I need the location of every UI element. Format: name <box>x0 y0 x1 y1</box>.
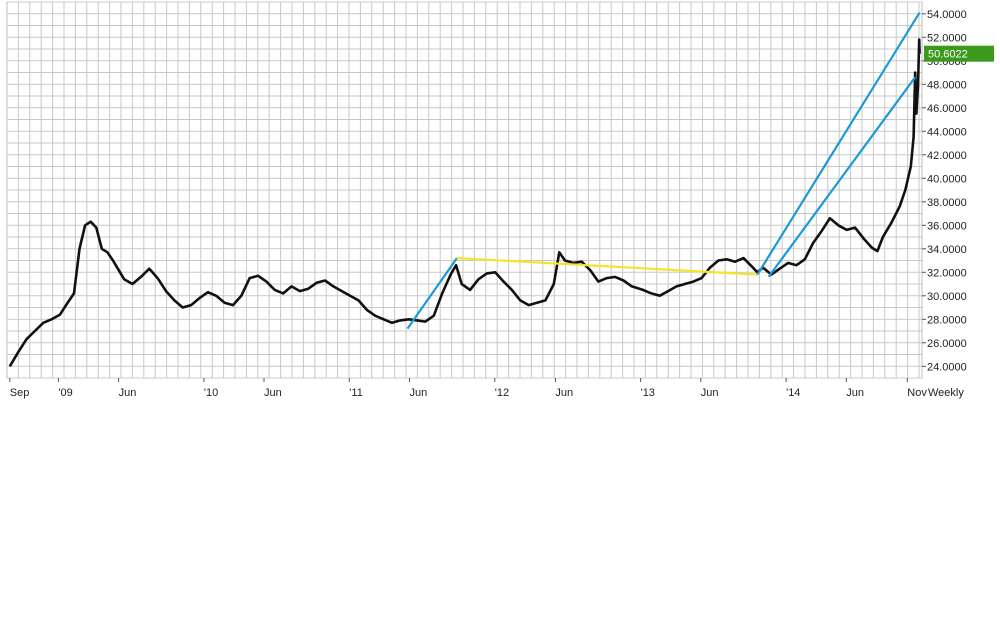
y-tick-label: 38.0000 <box>927 197 967 209</box>
y-tick-label: 26.0000 <box>927 338 967 350</box>
y-tick-label: 36.0000 <box>927 220 967 232</box>
price-layer <box>8 38 921 367</box>
blue-trendline <box>767 76 917 278</box>
y-tick-label: 48.0000 <box>927 79 967 91</box>
x-tick-label: '11 <box>349 387 363 399</box>
x-tick-label: Sep <box>10 387 30 399</box>
blue-trendline <box>406 257 458 330</box>
y-tick-label: 24.0000 <box>927 361 967 373</box>
last-price-badge <box>924 45 994 62</box>
yellow-trendline <box>456 257 758 276</box>
y-tick-label: 30.0000 <box>927 291 967 303</box>
x-tick-label: Jun <box>701 387 719 399</box>
x-tick-label: Jun <box>264 387 282 399</box>
period-label: Weekly <box>928 387 964 399</box>
x-tick-label: '12 <box>495 387 509 399</box>
x-tick-label: Jun <box>119 387 137 399</box>
x-tick-label: Nov <box>907 387 927 399</box>
x-tick-label: Jun <box>846 387 864 399</box>
y-tick-label: 42.0000 <box>927 150 967 162</box>
trendline-layer <box>406 12 921 330</box>
y-tick-label: 44.0000 <box>927 126 967 138</box>
price-series-line <box>8 38 921 367</box>
y-tick-label: 34.0000 <box>927 244 967 256</box>
y-tick-label: 32.0000 <box>927 267 967 279</box>
y-tick-label: 52.0000 <box>927 32 967 44</box>
blue-trendline <box>756 12 921 276</box>
x-tick-label: Jun <box>555 387 573 399</box>
x-tick-label: '13 <box>641 387 655 399</box>
axis-layer: 24.0000 26.0000 28.0000 30.0000 32.0000 34.00… <box>9 9 994 399</box>
y-tick-label: 54.0000 <box>927 9 967 21</box>
x-tick-label: '09 <box>58 387 72 399</box>
last-price-label: 50.6022 <box>928 49 968 61</box>
y-tick-label: 40.0000 <box>927 173 967 185</box>
y-tick-label: 28.0000 <box>927 314 967 326</box>
grid-layer <box>6 1 923 379</box>
x-tick-label: Jun <box>410 387 428 399</box>
y-tick-label: 46.0000 <box>927 103 967 115</box>
x-tick-label: '10 <box>204 387 218 399</box>
x-tick-label: '14 <box>786 387 800 399</box>
